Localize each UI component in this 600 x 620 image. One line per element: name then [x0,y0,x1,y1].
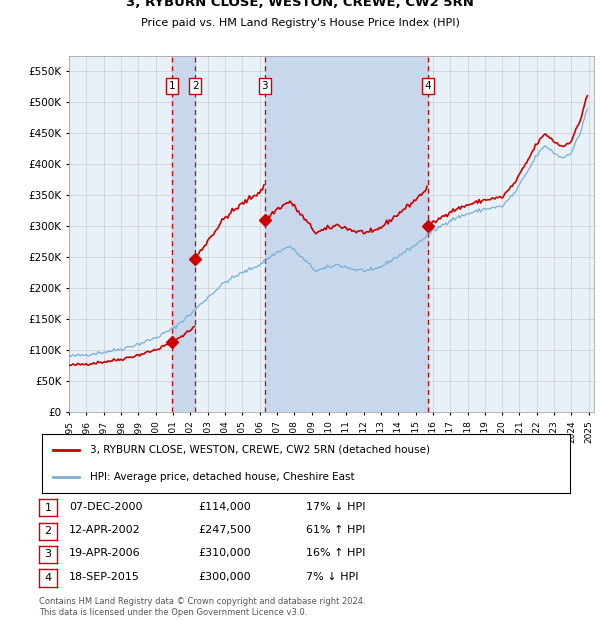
Text: £247,500: £247,500 [198,525,251,535]
Text: 12-APR-2002: 12-APR-2002 [69,525,141,535]
Text: 16% ↑ HPI: 16% ↑ HPI [306,548,365,558]
Text: 19-APR-2006: 19-APR-2006 [69,548,140,558]
Text: 61% ↑ HPI: 61% ↑ HPI [306,525,365,535]
Text: 4: 4 [425,81,431,91]
Text: 2: 2 [192,81,199,91]
Text: 17% ↓ HPI: 17% ↓ HPI [306,502,365,512]
Text: 1: 1 [169,81,175,91]
Text: 3: 3 [44,549,52,559]
Bar [265,56,428,412]
Text: 3: 3 [262,81,268,91]
Text: 4: 4 [44,573,52,583]
Text: £310,000: £310,000 [198,548,251,558]
Text: 2: 2 [44,526,52,536]
Text: 3, RYBURN CLOSE, WESTON, CREWE, CW2 5RN: 3, RYBURN CLOSE, WESTON, CREWE, CW2 5RN [126,0,474,9]
Text: 1: 1 [44,503,52,513]
Text: HPI: Average price, detached house, Cheshire East: HPI: Average price, detached house, Ches… [89,472,354,482]
Text: 7% ↓ HPI: 7% ↓ HPI [306,572,359,582]
Text: Contains HM Land Registry data © Crown copyright and database right 2024.
This d: Contains HM Land Registry data © Crown c… [39,598,365,617]
Bar [172,56,195,412]
Text: 18-SEP-2015: 18-SEP-2015 [69,572,140,582]
Text: 07-DEC-2000: 07-DEC-2000 [69,502,143,512]
Text: 3, RYBURN CLOSE, WESTON, CREWE, CW2 5RN (detached house): 3, RYBURN CLOSE, WESTON, CREWE, CW2 5RN … [89,445,430,455]
Text: £300,000: £300,000 [198,572,251,582]
Text: Price paid vs. HM Land Registry's House Price Index (HPI): Price paid vs. HM Land Registry's House … [140,18,460,28]
Text: £114,000: £114,000 [198,502,251,512]
